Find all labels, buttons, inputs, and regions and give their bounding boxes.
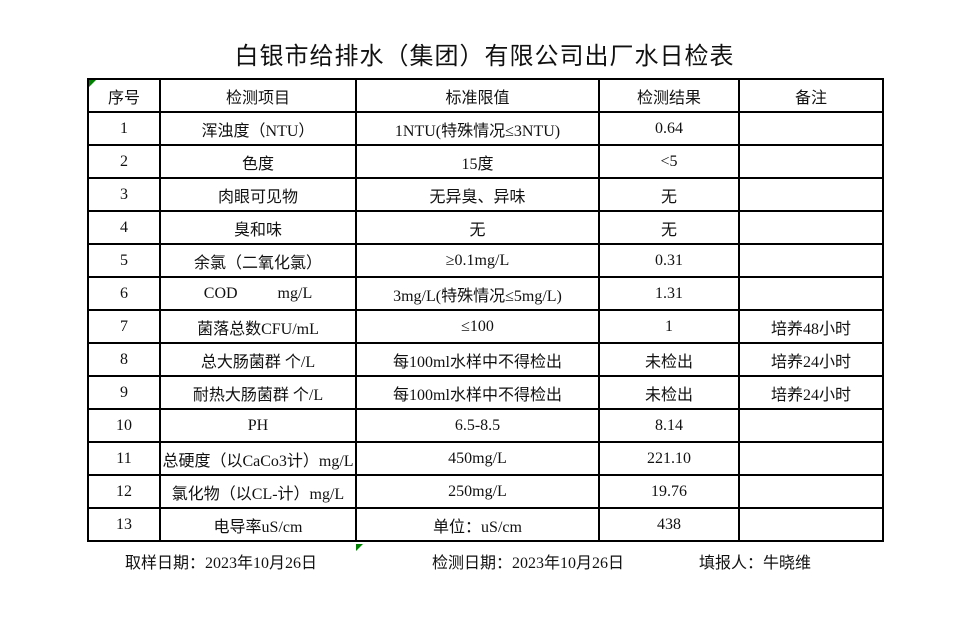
cell-result: 无 [598, 210, 740, 245]
inspection-table: 序号 检测项目 标准限值 检测结果 备注 1 浑浊度（NTU） 1NTU(特殊情… [87, 78, 884, 542]
cell-remark: 培养24小时 [738, 375, 884, 410]
cell-limit: 1NTU(特殊情况≤3NTU) [355, 111, 600, 146]
cell-item: 余氯（二氧化氯） [159, 243, 357, 278]
table-row: 8 总大肠菌群 个/L 每100ml水样中不得检出 未检出 培养24小时 [87, 342, 884, 377]
cell-result: 1 [598, 309, 740, 344]
cell-limit: ≤100 [355, 309, 600, 344]
cell-item: PH [159, 408, 357, 443]
cell-remark [738, 507, 884, 542]
cell-result: 221.10 [598, 441, 740, 476]
cell-result: 1.31 [598, 276, 740, 311]
table-header-row: 序号 检测项目 标准限值 检测结果 备注 [87, 78, 884, 113]
cell-remark [738, 111, 884, 146]
cell-limit: ≥0.1mg/L [355, 243, 600, 278]
cell-remark [738, 276, 884, 311]
cell-item: 耐热大肠菌群 个/L [159, 375, 357, 410]
cell-result: 8.14 [598, 408, 740, 443]
cell-no: 11 [87, 441, 161, 476]
cell-limit: 无 [355, 210, 600, 245]
cell-no: 13 [87, 507, 161, 542]
cell-no: 5 [87, 243, 161, 278]
table-row: 5 余氯（二氧化氯） ≥0.1mg/L 0.31 [87, 243, 884, 278]
cell-limit: 每100ml水样中不得检出 [355, 375, 600, 410]
cell-item: 氯化物（以CL-计）mg/L [159, 474, 357, 509]
cell-limit: 3mg/L(特殊情况≤5mg/L) [355, 276, 600, 311]
cell-result: <5 [598, 144, 740, 179]
table-row: 1 浑浊度（NTU） 1NTU(特殊情况≤3NTU) 0.64 [87, 111, 884, 146]
cell-item: COD mg/L [159, 276, 357, 311]
cell-limit: 15度 [355, 144, 600, 179]
cell-remark [738, 441, 884, 476]
cell-no: 6 [87, 276, 161, 311]
table-row: 2 色度 15度 <5 [87, 144, 884, 179]
cell-no: 7 [87, 309, 161, 344]
cell-remark [738, 408, 884, 443]
cell-item: 电导率uS/cm [159, 507, 357, 542]
test-date-label: 检测日期：2023年10月26日 [432, 555, 625, 572]
cell-limit: 250mg/L [355, 474, 600, 509]
reporter-label: 填报人：牛晓维 [699, 555, 812, 572]
cell-no: 3 [87, 177, 161, 212]
cell-result: 未检出 [598, 342, 740, 377]
cell-item: 菌落总数CFU/mL [159, 309, 357, 344]
cell-limit: 无异臭、异味 [355, 177, 600, 212]
table-row: 10 PH 6.5-8.5 8.14 [87, 408, 884, 443]
cell-item: 臭和味 [159, 210, 357, 245]
cell-result: 0.31 [598, 243, 740, 278]
cell-limit: 每100ml水样中不得检出 [355, 342, 600, 377]
cell-result: 无 [598, 177, 740, 212]
cell-result: 未检出 [598, 375, 740, 410]
page-title: 白银市给排水（集团）有限公司出厂水日检表 [234, 44, 735, 70]
cell-remark [738, 474, 884, 509]
cell-remark: 培养48小时 [738, 309, 884, 344]
cell-limit: 单位：uS/cm [355, 507, 600, 542]
cell-limit: 450mg/L [355, 441, 600, 476]
cell-no: 2 [87, 144, 161, 179]
table-row: 13 电导率uS/cm 单位：uS/cm 438 [87, 507, 884, 542]
cell-no: 9 [87, 375, 161, 410]
column-header-remark: 备注 [738, 78, 884, 113]
cell-bottom-triangle-icon [356, 544, 363, 551]
cell-no: 1 [87, 111, 161, 146]
cell-result: 19.76 [598, 474, 740, 509]
cell-remark [738, 243, 884, 278]
table-row: 3 肉眼可见物 无异臭、异味 无 [87, 177, 884, 212]
column-header-result: 检测结果 [598, 78, 740, 113]
cell-remark: 培养24小时 [738, 342, 884, 377]
column-header-item: 检测项目 [159, 78, 357, 113]
table-row: 9 耐热大肠菌群 个/L 每100ml水样中不得检出 未检出 培养24小时 [87, 375, 884, 410]
cell-no: 10 [87, 408, 161, 443]
cell-item: 总大肠菌群 个/L [159, 342, 357, 377]
cell-no: 12 [87, 474, 161, 509]
cell-no: 4 [87, 210, 161, 245]
table-row: 6 COD mg/L 3mg/L(特殊情况≤5mg/L) 1.31 [87, 276, 884, 311]
footer: 取样日期：2023年10月26日 检测日期：2023年10月26日 填报人：牛晓… [0, 549, 968, 573]
cell-item: 浑浊度（NTU） [159, 111, 357, 146]
cell-result: 0.64 [598, 111, 740, 146]
cell-remark [738, 177, 884, 212]
column-header-limit: 标准限值 [355, 78, 600, 113]
column-header-no: 序号 [87, 78, 161, 113]
cell-item: 色度 [159, 144, 357, 179]
cell-limit: 6.5-8.5 [355, 408, 600, 443]
table-row: 11 总硬度（以CaCo3计）mg/L 450mg/L 221.10 [87, 441, 884, 476]
cell-no: 8 [87, 342, 161, 377]
table-row: 4 臭和味 无 无 [87, 210, 884, 245]
cell-remark [738, 144, 884, 179]
table-row: 7 菌落总数CFU/mL ≤100 1 培养48小时 [87, 309, 884, 344]
table-row: 12 氯化物（以CL-计）mg/L 250mg/L 19.76 [87, 474, 884, 509]
cell-result: 438 [598, 507, 740, 542]
sampling-date-label: 取样日期：2023年10月26日 [125, 555, 318, 572]
cell-item: 总硬度（以CaCo3计）mg/L [159, 441, 357, 476]
cell-remark [738, 210, 884, 245]
cell-item: 肉眼可见物 [159, 177, 357, 212]
